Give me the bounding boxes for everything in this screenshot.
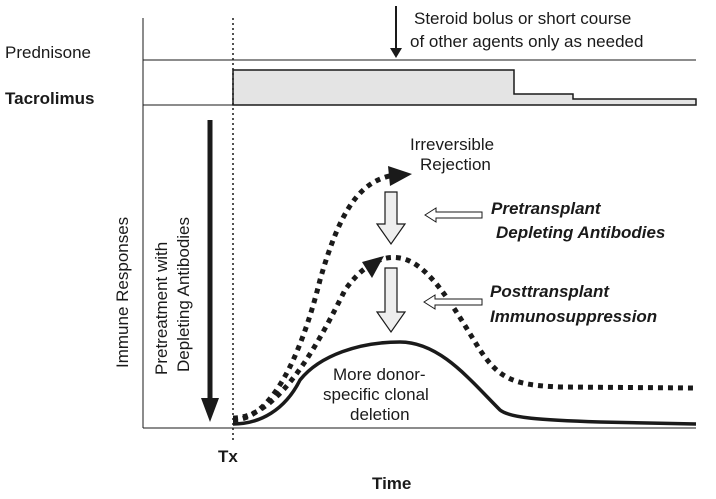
prednisone-label: Prednisone [5,43,91,62]
tacrolimus-label: Tacrolimus [5,89,94,108]
posttransplant-pointer-arrow [423,294,483,310]
intermediate-arrow-head [362,256,384,278]
x-axis-label: Time [372,474,411,493]
irreversible-label-line1: Irreversible [410,135,494,154]
clonal-deletion-curve [232,340,697,426]
pretransplant-effect-arrow [375,191,407,246]
pretreatment-label-line2: Depleting Antibodies [174,217,193,372]
intermediate-response-curve [232,254,697,421]
tx-label: Tx [218,447,238,466]
pretreatment-label-line1: Pretreatment with [152,242,171,375]
irreversible-rejection-curve [232,172,396,423]
pretransplant-label-line2: Depleting Antibodies [496,223,665,242]
deletion-label-line1: More donor- [333,365,426,384]
irreversible-label-line2: Rejection [420,155,491,174]
posttransplant-label-line1: Posttransplant [490,282,610,301]
y-axis-label: Immune Responses [113,217,132,368]
deletion-label-line3: deletion [350,405,410,424]
steroid-note-line2: of other agents only as needed [410,32,643,51]
posttransplant-effect-arrow [375,267,407,334]
tacrolimus-dosing-block [232,69,697,106]
posttransplant-label-line2: Immunosuppression [490,307,657,326]
steroid-note-line1: Steroid bolus or short course [414,9,631,28]
steroid-arrow-head [390,48,402,58]
irreversible-rejection-arrow-head [388,166,412,186]
pretransplant-label-line1: Pretransplant [491,199,602,218]
deletion-label-line2: specific clonal [323,385,429,404]
pretreatment-arrow-head [201,398,219,422]
pretransplant-pointer-arrow [424,207,483,223]
